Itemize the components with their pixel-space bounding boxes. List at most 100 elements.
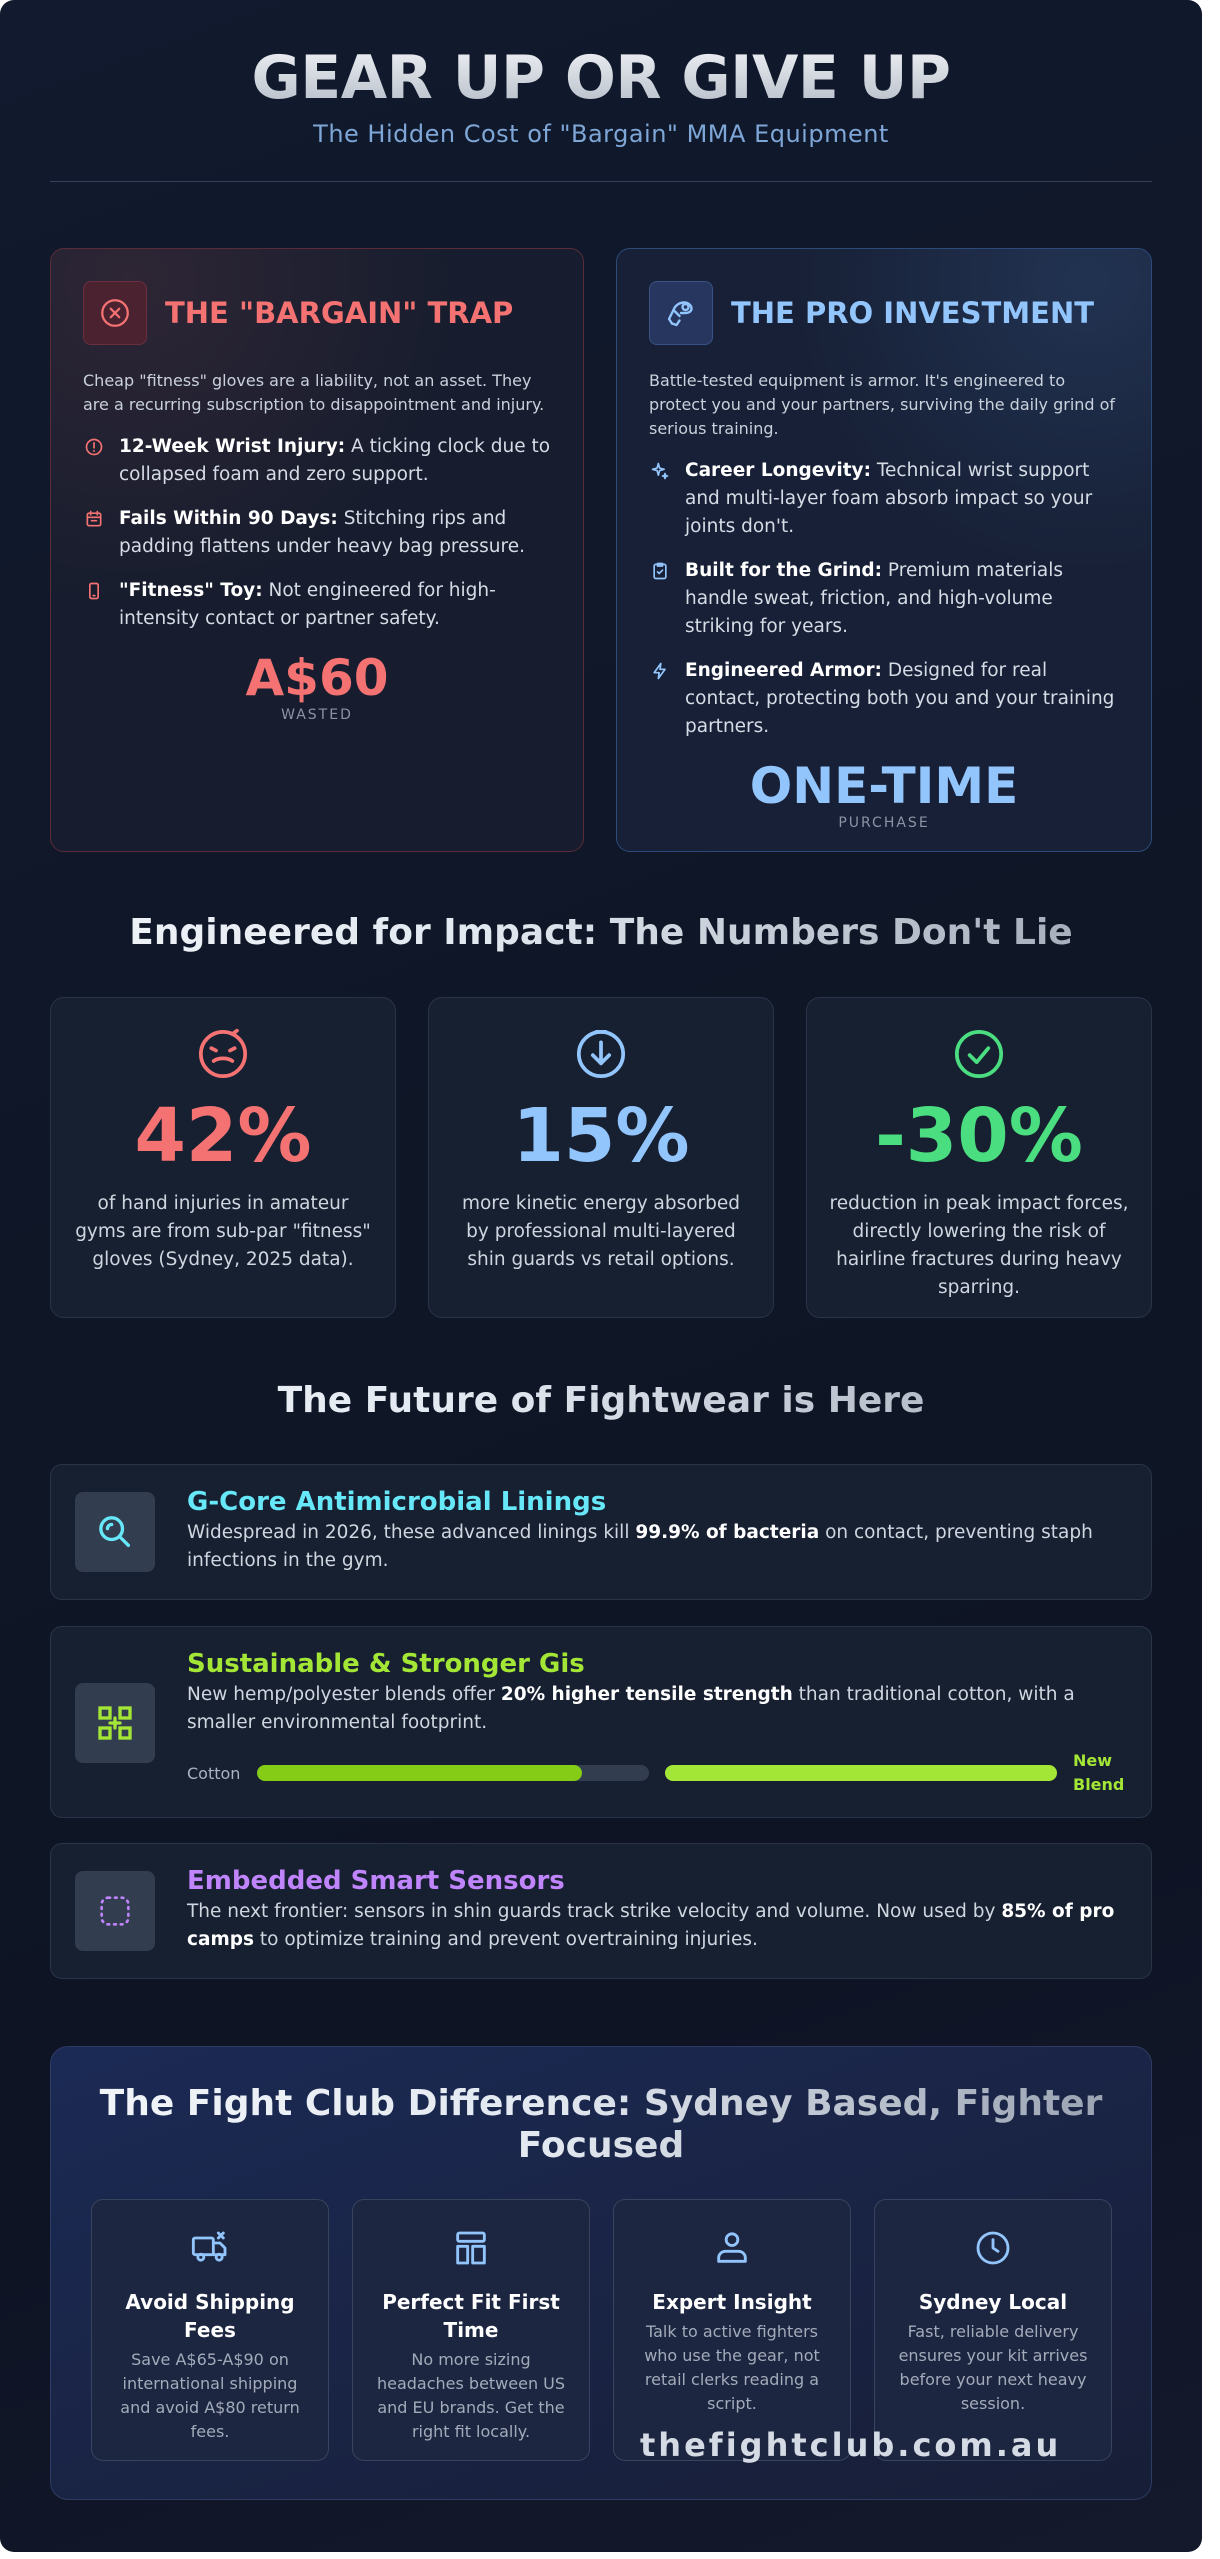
difference-card: Sydney Local Fast, reliable delivery ens… (874, 2199, 1112, 2461)
lightning-icon (649, 657, 671, 685)
pro-investment-title: THE PRO INVESTMENT (731, 296, 1094, 330)
header-divider (50, 181, 1152, 182)
pro-bullet-bold: Built for the Grind: (685, 560, 883, 581)
feature-text-part: on contact, preventing staph infections … (187, 1522, 1093, 1571)
website-url[interactable]: thefightclub.com.au (640, 2426, 1062, 2464)
arrow-down-circle-icon (429, 1024, 773, 1084)
trap-bullet: 12-Week Wrist Injury: A ticking clock du… (83, 433, 551, 489)
pro-bullet-text: Technical wrist support and multi-layer … (685, 460, 1093, 537)
stat-value: 15% (512, 1093, 690, 1179)
page-title: GEAR UP OR GIVE UP (0, 38, 1202, 118)
feature-text: New hemp/polyester blends offer 20% high… (187, 1681, 1125, 1737)
feature-text-bold: 20% higher tensile strength (500, 1684, 793, 1705)
clipboard-check-icon (649, 557, 671, 585)
boxing-glove-icon (649, 281, 713, 345)
header: GEAR UP OR GIVE UP The Hidden Cost of "B… (0, 38, 1202, 148)
trap-bullet-text: Stitching rips and padding flattens unde… (119, 508, 525, 557)
sensor-dots-icon (75, 1871, 155, 1951)
difference-panel: The Fight Club Difference: Sydney Based,… (50, 2046, 1152, 2500)
pro-bullet: Career Longevity: Technical wrist suppor… (649, 457, 1119, 541)
feature-text-bold: 99.9% of bacteria (635, 1522, 820, 1543)
feature-text-part: New hemp/polyester blends offer (187, 1684, 501, 1705)
clock-icon (875, 2228, 1111, 2268)
phone-icon (83, 577, 105, 605)
pro-investment-intro: Battle-tested equipment is armor. It's e… (649, 371, 1116, 438)
stat-description: of hand injuries in amateur gyms are fro… (75, 1193, 371, 1270)
trap-bullet-bold: Fails Within 90 Days: (119, 508, 338, 529)
difference-card-text: Fast, reliable delivery ensures your kit… (898, 2322, 1088, 2413)
layout-icon (353, 2228, 589, 2268)
difference-card: Avoid Shipping Fees Save A$65-A$90 on in… (91, 2199, 329, 2461)
command-icon (75, 1683, 155, 1763)
difference-card-title: Expert Insight (652, 2290, 812, 2314)
difference-card-title: Perfect Fit First Time (382, 2290, 560, 2342)
difference-card-title: Sydney Local (918, 2290, 1068, 2314)
users-icon (614, 2228, 850, 2268)
gauge-face-icon (51, 1024, 395, 1084)
cotton-bar-track (257, 1765, 649, 1781)
feature-text-bold: 85% of pro camps (187, 1901, 1115, 1950)
stat-description: reduction in peak impact forces, directl… (829, 1193, 1129, 1298)
pro-price: ONE-TIME (749, 757, 1019, 815)
page-subtitle: The Hidden Cost of "Bargain" MMA Equipme… (313, 120, 889, 148)
difference-card-text: No more sizing headaches between US and … (376, 2350, 566, 2441)
trap-bullet-bold: 12-Week Wrist Injury: (119, 436, 346, 457)
sparkle-icon (649, 457, 671, 485)
difference-title: The Fight Club Difference: Sydney Based,… (91, 2083, 1111, 2167)
pro-bullet: Engineered Armor: Designed for real cont… (649, 657, 1119, 741)
trap-price: A$60 (245, 649, 389, 707)
x-circle-icon (83, 281, 147, 345)
feature-title: Embedded Smart Sensors (187, 1866, 565, 1896)
truck-icon (92, 2228, 328, 2268)
magnifier-icon (75, 1492, 155, 1572)
stat-value: -30% (875, 1093, 1083, 1179)
feature-title: G-Core Antimicrobial Linings (187, 1487, 607, 1517)
bargain-trap-intro: Cheap "fitness" gloves are a liability, … (83, 371, 545, 414)
feature-text-part: Widespread in 2026, these advanced linin… (187, 1522, 636, 1543)
new-blend-bar-track (665, 1765, 1057, 1781)
stat-card: 42% of hand injuries in amateur gyms are… (50, 997, 396, 1318)
trap-bullet-text: A ticking clock due to collapsed foam an… (119, 436, 551, 485)
pro-investment-card: THE PRO INVESTMENT Battle-tested equipme… (616, 248, 1152, 852)
stat-card: -30% reduction in peak impact forces, di… (806, 997, 1152, 1318)
pro-bullet-text: Premium materials handle sweat, friction… (685, 560, 1063, 637)
trap-bullet: Fails Within 90 Days: Stitching rips and… (83, 505, 551, 561)
pro-bullet-text: Designed for real contact, protecting bo… (685, 660, 1115, 737)
feature-text-part: to optimize training and prevent overtra… (253, 1929, 758, 1950)
alert-circle-icon (83, 433, 105, 461)
feature-text: Widespread in 2026, these advanced linin… (187, 1519, 1125, 1575)
difference-card: Perfect Fit First Time No more sizing he… (352, 2199, 590, 2461)
feature-sustainable-gis: Sustainable & Stronger Gis New hemp/poly… (50, 1626, 1152, 1818)
calendar-icon (83, 505, 105, 533)
trap-bullet-bold: "Fitness" Toy: (119, 580, 263, 601)
difference-card-text: Save A$65-A$90 on international shipping… (120, 2350, 300, 2441)
bargain-trap-title: THE "BARGAIN" TRAP (165, 296, 514, 330)
trap-bullet-text: Not engineered for high-intensity contac… (119, 580, 496, 629)
feature-text: The next frontier: sensors in shin guard… (187, 1898, 1125, 1954)
cotton-bar-label: Cotton (187, 1763, 241, 1783)
trap-price-caption: WASTED (281, 707, 353, 723)
pro-bullet-bold: Engineered Armor: (685, 660, 882, 681)
tensile-comparison-bars: Cotton New Blend (187, 1749, 1125, 1797)
stats-section-title: Engineered for Impact: The Numbers Don't… (0, 912, 1202, 953)
bargain-trap-card: THE "BARGAIN" TRAP Cheap "fitness" glove… (50, 248, 584, 852)
difference-card-text: Talk to active fighters who use the gear… (644, 2322, 820, 2413)
pro-bullet-bold: Career Longevity: (685, 460, 872, 481)
feature-antimicrobial: G-Core Antimicrobial Linings Widespread … (50, 1464, 1152, 1600)
new-blend-bar-fill (665, 1765, 1057, 1781)
cotton-bar-fill (257, 1765, 583, 1781)
trap-bullet: "Fitness" Toy: Not engineered for high-i… (83, 577, 551, 633)
feature-title: Sustainable & Stronger Gis (187, 1649, 585, 1679)
feature-text-part: than traditional cotton, with a smaller … (187, 1684, 1075, 1733)
stat-value: 42% (134, 1093, 312, 1179)
feature-text-part: The next frontier: sensors in shin guard… (187, 1901, 1002, 1922)
check-circle-icon (807, 1024, 1151, 1084)
future-section-title: The Future of Fightwear is Here (0, 1380, 1202, 1421)
new-blend-bar-label: New Blend (1073, 1751, 1125, 1794)
stat-description: more kinetic energy absorbed by professi… (461, 1193, 741, 1270)
difference-card-title: Avoid Shipping Fees (125, 2290, 295, 2342)
difference-card: Expert Insight Talk to active fighters w… (613, 2199, 851, 2461)
pro-price-caption: PURCHASE (838, 815, 930, 831)
feature-smart-sensors: Embedded Smart Sensors The next frontier… (50, 1843, 1152, 1979)
